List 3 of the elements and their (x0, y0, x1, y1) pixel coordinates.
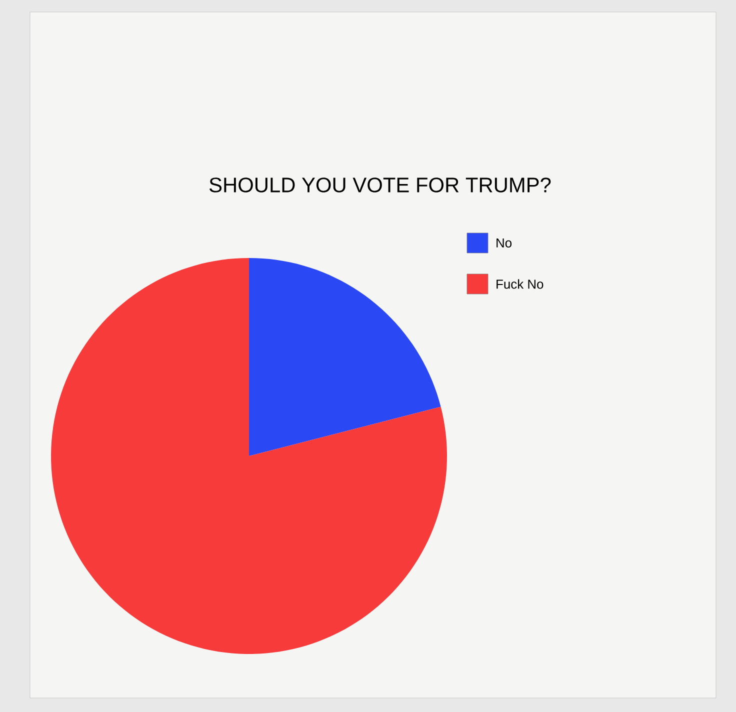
legend-label: No (496, 238, 512, 248)
legend-label: Fuck No (496, 279, 544, 289)
chart-title: SHOULD YOU VOTE FOR TRUMP? (210, 178, 551, 192)
